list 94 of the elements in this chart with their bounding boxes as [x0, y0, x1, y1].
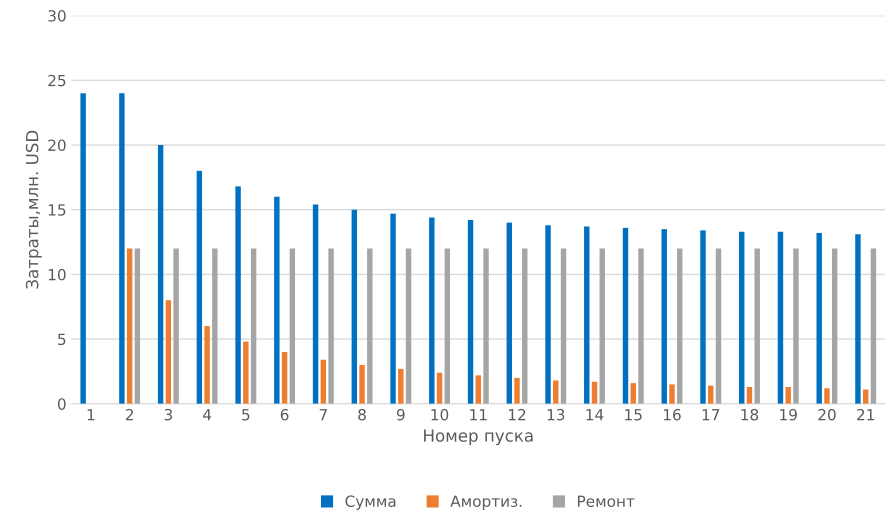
x-tick-label: 5	[242, 409, 250, 420]
bar	[320, 360, 326, 404]
y-tick-label: 20	[48, 139, 66, 152]
bar	[716, 248, 722, 404]
bar	[274, 196, 280, 404]
bar	[793, 248, 799, 404]
x-tick-label: 20	[818, 408, 836, 420]
bar	[677, 248, 682, 404]
bar	[250, 248, 256, 404]
bar	[429, 217, 435, 404]
bar	[592, 382, 598, 404]
bar	[476, 375, 481, 404]
bar	[600, 248, 605, 404]
bar	[662, 229, 667, 404]
bar	[436, 372, 442, 404]
bar	[444, 248, 450, 404]
bar	[584, 226, 590, 404]
bar	[522, 248, 528, 404]
bar	[352, 210, 358, 404]
bar	[235, 186, 241, 404]
x-tick-label: 10	[432, 408, 448, 420]
x-tick-label: 4	[202, 409, 212, 420]
bar	[754, 248, 760, 404]
bar	[855, 234, 861, 404]
y-tick-label: 30	[48, 10, 66, 22]
bar	[778, 232, 784, 404]
x-tick-label: 3	[164, 408, 172, 420]
bar	[862, 390, 868, 404]
bar	[173, 248, 179, 404]
x-tick-label: 2	[126, 408, 133, 420]
bar	[328, 248, 334, 404]
y-tick-label: 10	[48, 268, 66, 280]
bar	[398, 368, 404, 404]
x-tick-label: 17	[702, 409, 720, 420]
bar	[746, 386, 752, 404]
bar	[506, 222, 512, 404]
bar	[166, 300, 172, 404]
x-tick-label: 13	[548, 408, 564, 420]
bar	[816, 232, 822, 404]
legend-label: Амортиз.	[450, 496, 522, 510]
x-tick-label: 11	[470, 409, 487, 420]
y-tick-label: 0	[58, 398, 66, 410]
bar	[739, 232, 744, 404]
x-tick-label: 9	[396, 408, 405, 420]
bar	[80, 93, 86, 404]
y-tick-label: 15	[48, 204, 66, 216]
bar	[514, 378, 520, 404]
bar	[708, 386, 714, 404]
x-tick-label: 7	[320, 409, 327, 420]
x-tick-label: 19	[780, 408, 797, 420]
x-tick-label: 14	[586, 409, 604, 420]
x-tick-label: 18	[741, 408, 758, 420]
x-tick-label: 1	[88, 409, 94, 420]
bar	[204, 326, 210, 404]
bar	[545, 225, 551, 404]
bar	[212, 248, 218, 404]
bar	[553, 380, 558, 404]
bar	[158, 145, 164, 404]
bar	[126, 248, 132, 404]
bar	[119, 93, 125, 404]
x-tick-label: 12	[508, 408, 526, 420]
x-tick-label: 21	[857, 408, 874, 420]
legend-label: Ремонт	[578, 496, 634, 507]
y-tick-label: 5	[58, 334, 66, 346]
x-axis-title: Номер пуска	[424, 429, 533, 446]
bar	[312, 204, 318, 404]
x-tick-label: 6	[280, 408, 288, 420]
y-tick-label: 25	[48, 74, 66, 86]
bar	[196, 170, 202, 404]
bar	[282, 352, 288, 404]
bar	[406, 248, 412, 404]
bar	[483, 248, 489, 404]
bar	[390, 214, 396, 404]
bar	[700, 230, 706, 404]
bar	[824, 388, 830, 404]
bar	[870, 248, 876, 404]
bar	[786, 386, 791, 404]
bar	[468, 220, 474, 404]
bar	[290, 248, 296, 404]
bar	[359, 364, 365, 404]
x-tick-label: 8	[358, 408, 366, 420]
bar	[243, 342, 249, 404]
bar	[622, 228, 628, 404]
x-tick-label: 15	[625, 409, 642, 420]
bar	[367, 248, 373, 404]
bar	[134, 248, 140, 404]
x-tick-label: 16	[664, 408, 681, 420]
bar	[832, 248, 838, 404]
bar	[630, 383, 636, 404]
bar	[669, 384, 675, 404]
bar	[638, 248, 644, 404]
legend-label: Сумма	[345, 495, 396, 510]
y-axis-title: Затраты,млн. USD	[26, 130, 42, 289]
bar	[560, 248, 566, 404]
